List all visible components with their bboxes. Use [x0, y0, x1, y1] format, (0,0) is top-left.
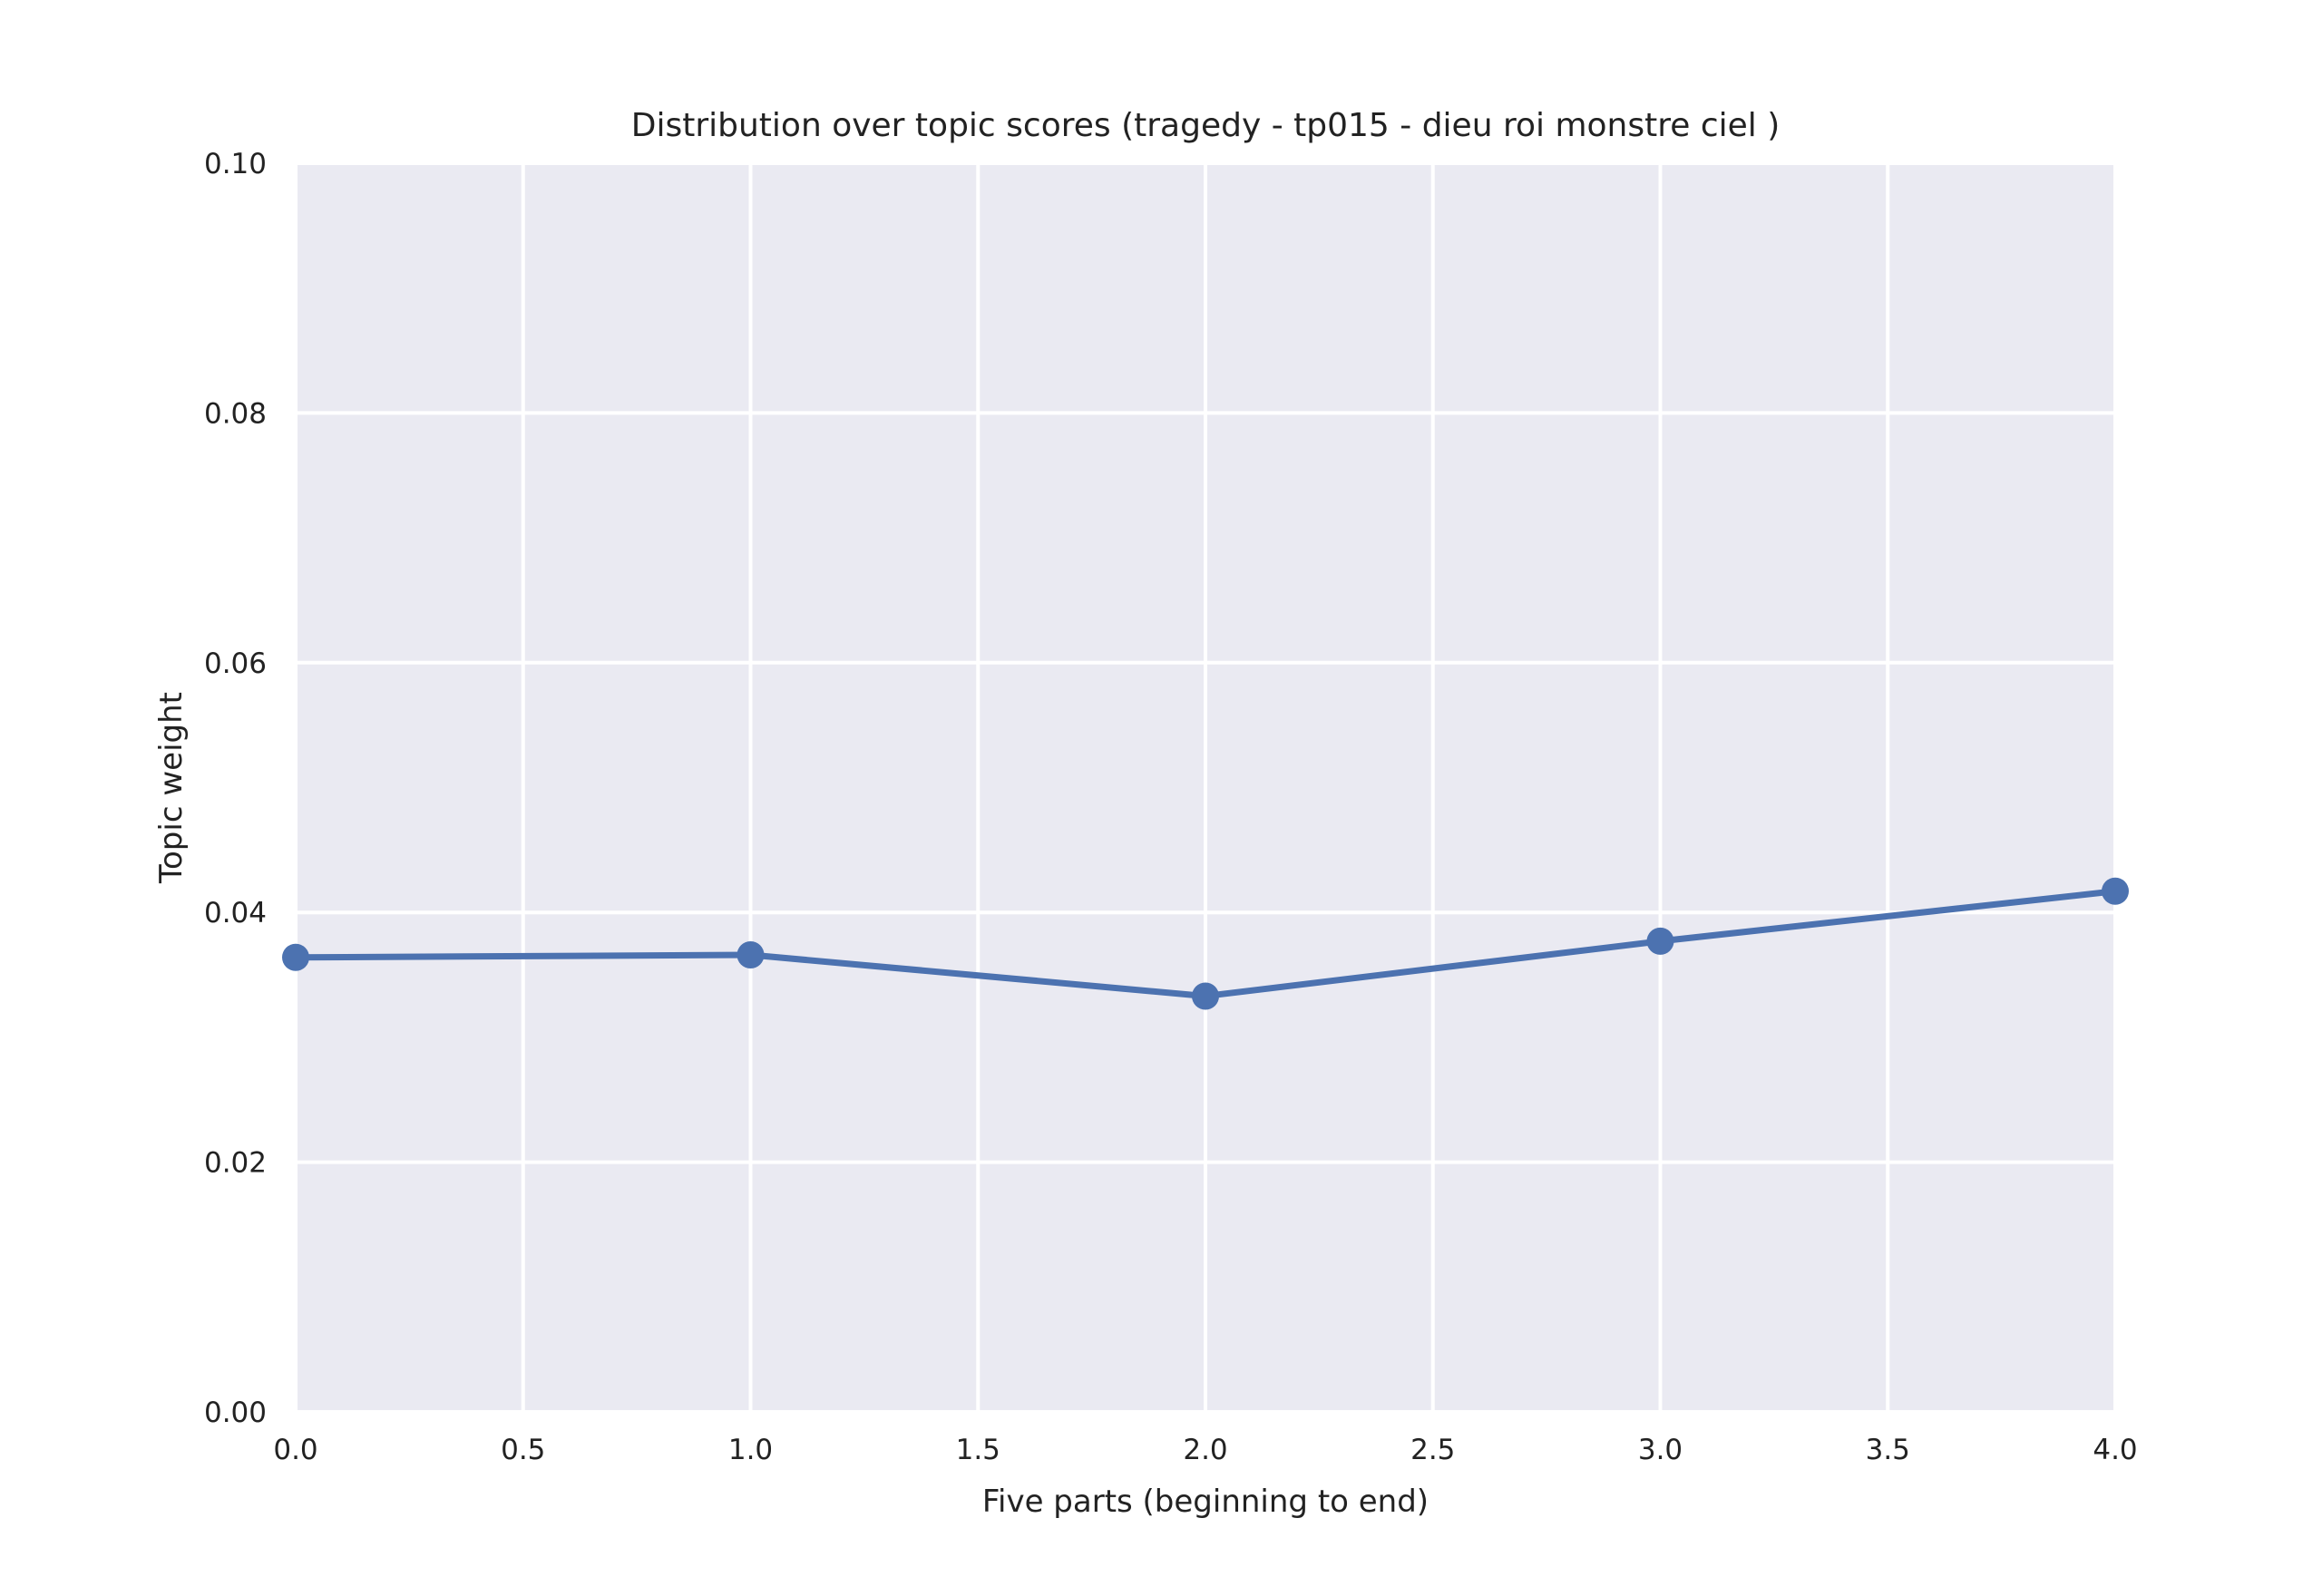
- x-tick-label: 2.0: [1183, 1434, 1227, 1466]
- y-tick-label: 0.08: [204, 397, 267, 430]
- data-point: [1646, 927, 1674, 955]
- y-tick-label: 0.06: [204, 647, 267, 680]
- grid: [294, 161, 2117, 1414]
- data-point: [737, 941, 765, 969]
- tick-labels: 0.0 0.5 1.0 1.5 2.0 2.5 3.0 3.5 4.0 0.00 0.02 0.04 0…: [204, 148, 2138, 1466]
- x-tick-label: 2.5: [1410, 1434, 1455, 1466]
- y-tick-label: 0.10: [204, 148, 267, 180]
- series-layer: [282, 877, 2129, 1010]
- y-tick-label: 0.00: [204, 1396, 267, 1429]
- chart-title: Distribution over topic scores (tragedy …: [631, 107, 1781, 144]
- data-point: [1192, 982, 1219, 1010]
- x-tick-label: 3.5: [1866, 1434, 1910, 1466]
- x-tick-label: 3.0: [1638, 1434, 1683, 1466]
- x-tick-label: 4.0: [2093, 1434, 2137, 1466]
- x-tick-label: 0.0: [273, 1434, 317, 1466]
- data-point: [2102, 877, 2129, 905]
- y-tick-label: 0.02: [204, 1147, 267, 1180]
- x-tick-label: 0.5: [501, 1434, 545, 1466]
- data-point: [282, 943, 309, 971]
- x-axis-label: Five parts (beginning to end): [982, 1484, 1429, 1520]
- x-tick-label: 1.0: [728, 1434, 773, 1466]
- x-tick-label: 1.5: [956, 1434, 1000, 1466]
- y-axis-label: Topic weight: [153, 692, 190, 884]
- y-tick-label: 0.04: [204, 897, 267, 929]
